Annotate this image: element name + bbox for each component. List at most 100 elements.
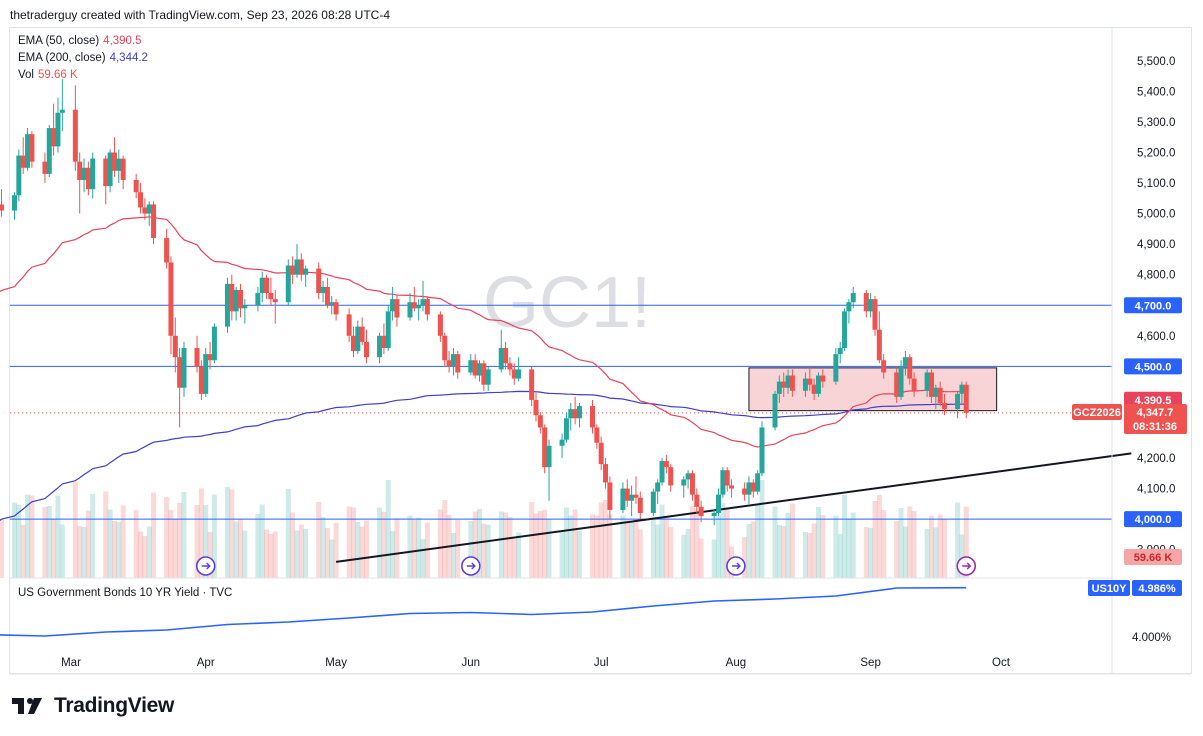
time-axis: Mar Apr May Jun Jul Aug Sep Oct — [10, 657, 1191, 675]
candle-body — [90, 158, 96, 190]
candle-body — [350, 335, 356, 352]
volume-bar — [194, 505, 200, 578]
event-arrow-icon — [731, 562, 741, 570]
volume-bar — [333, 523, 339, 578]
last-price-tag-bg — [1124, 404, 1187, 434]
candle-body — [259, 277, 265, 294]
x-tick-label: Jun — [462, 657, 481, 669]
volume-bar — [681, 535, 687, 578]
volume-bar — [742, 537, 748, 578]
volume-bar — [142, 536, 148, 578]
volume-bar — [850, 512, 856, 578]
volume-bar — [146, 526, 152, 578]
legend-ema200-label: EMA (200, close) — [18, 52, 106, 64]
candle-body — [151, 204, 157, 239]
trend-line[interactable] — [335, 452, 1132, 563]
volume-bar — [759, 480, 765, 578]
volume-bar — [663, 516, 669, 578]
candle-body — [568, 409, 574, 419]
candle-body — [537, 415, 543, 428]
candle-body — [507, 363, 513, 370]
candle-body — [181, 348, 187, 388]
volume-bar — [468, 521, 474, 578]
volume-bar — [151, 492, 157, 578]
candle-body — [55, 112, 61, 147]
volume-bar — [481, 523, 487, 578]
volume-bar — [16, 505, 22, 578]
volume-bar — [177, 503, 183, 578]
volume-bar — [529, 502, 535, 578]
volume-bar — [650, 516, 656, 578]
volume-bar — [498, 511, 504, 578]
volume-bar — [789, 503, 795, 578]
candle-body — [394, 299, 400, 318]
volume-bar — [911, 511, 917, 578]
symbol-tag-label: GCZ2026 — [1073, 407, 1121, 419]
candle-body — [116, 158, 122, 171]
footer-brand[interactable]: TradingView — [12, 694, 174, 718]
candle-body — [607, 482, 613, 510]
candle-body — [503, 348, 509, 364]
candle-body — [603, 464, 609, 483]
candle-body — [290, 265, 296, 275]
candle-body — [242, 305, 248, 309]
legend-vol-label: Vol — [18, 69, 34, 81]
volume-bar — [259, 504, 265, 578]
candle-body — [407, 302, 413, 318]
volume-bar — [698, 538, 704, 578]
candle-body — [294, 259, 300, 275]
candle-body — [655, 482, 661, 492]
legend-ema200[interactable]: EMA (200, close) 4,344.2 — [18, 52, 148, 64]
volume-bar — [85, 510, 91, 578]
price-tag-bg — [1124, 511, 1182, 528]
candle-body — [863, 293, 869, 312]
candle-body — [498, 348, 504, 370]
legend-ema50[interactable]: EMA (50, close) 4,390.5 — [18, 35, 142, 47]
legend-ema50-label: EMA (50, close) — [18, 35, 100, 47]
price-tag-bg — [1124, 358, 1182, 375]
volume-bar — [477, 509, 483, 578]
candle-body — [746, 482, 752, 495]
ema200-line — [0, 390, 967, 521]
candle-body — [107, 152, 113, 187]
candle-body — [198, 366, 204, 394]
yield-pane-title[interactable]: US Government Bonds 10 YR Yield · TVC — [18, 587, 233, 599]
price-tag-bg — [1124, 297, 1182, 314]
candle-body — [933, 387, 939, 397]
volume-bar — [598, 502, 604, 578]
volume-bar — [77, 526, 83, 578]
candle-body — [963, 384, 969, 413]
candle-body — [446, 360, 452, 367]
candle-body — [477, 363, 483, 376]
candle-body — [563, 418, 569, 440]
volume-bar — [924, 529, 930, 578]
volume-bar — [776, 525, 782, 578]
candle-body — [689, 473, 695, 495]
event-arrow-icon — [201, 562, 211, 570]
price-tag-label: 4,000.0 — [1135, 514, 1172, 526]
candle-body — [0, 204, 4, 211]
volume-bar — [103, 491, 109, 578]
legend-vol[interactable]: Vol 59.66 K — [18, 69, 78, 81]
volume-bar — [542, 510, 548, 578]
candle-body — [894, 372, 900, 397]
candle-body — [416, 305, 422, 309]
candle-body — [742, 488, 748, 495]
candle-body — [789, 375, 795, 391]
y-tick-label: 5,300.0 — [1137, 117, 1175, 129]
candle-body — [329, 302, 335, 306]
volume-bar — [350, 507, 356, 578]
yield-line — [0, 586, 967, 637]
candle-body — [16, 155, 22, 196]
candle-body — [20, 155, 26, 168]
price-tag-bg — [1124, 391, 1182, 408]
candle-body — [902, 357, 908, 367]
candle-body — [12, 195, 18, 211]
candle-body — [589, 406, 595, 428]
candle-body — [485, 369, 491, 385]
volume-bar — [689, 505, 695, 578]
candle-body — [320, 286, 326, 294]
volume-bar — [668, 527, 674, 578]
y-tick-label: 5,200.0 — [1137, 148, 1175, 160]
